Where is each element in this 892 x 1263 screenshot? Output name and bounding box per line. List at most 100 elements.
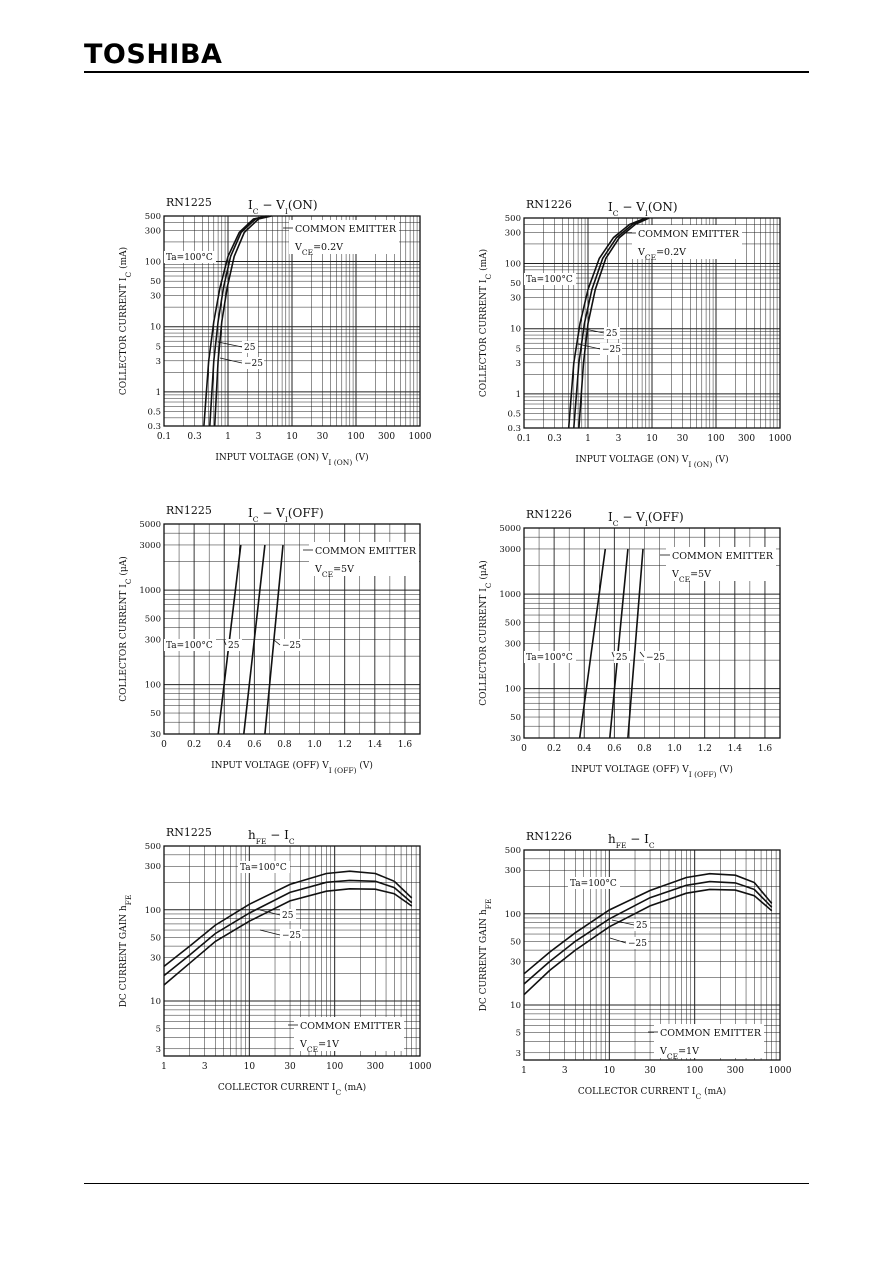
series-leader — [223, 639, 227, 646]
note-box — [289, 220, 399, 254]
y-tick-label: 50 — [150, 277, 161, 287]
series-label-0: Ta=100°C — [166, 641, 213, 651]
y-axis-label: DC CURRENT GAIN hFE — [479, 899, 493, 1012]
y-axis-label: COLLECTOR CURRENT IC (μA) — [118, 556, 133, 702]
plot-frame — [163, 523, 421, 735]
series-label-bg — [568, 877, 620, 889]
series-leader — [639, 651, 645, 658]
x-tick-label: 1000 — [409, 1062, 432, 1072]
series-label-0: Ta=100°C — [240, 863, 287, 873]
x-tick-label: 30 — [644, 1066, 656, 1076]
x-tick-label: 0.1 — [517, 434, 531, 444]
note-line: COMMON EMITTER — [295, 224, 397, 235]
x-tick-label: 1.4 — [368, 740, 383, 750]
series-leader — [611, 919, 635, 926]
x-tick-label: 100 — [686, 1066, 703, 1076]
y-tick-label: 30 — [150, 730, 161, 740]
x-tick-label: 1000 — [409, 432, 432, 442]
note-line: COMMON EMITTER — [660, 1028, 762, 1039]
series-line-2 — [627, 548, 644, 739]
x-tick-label: 10 — [244, 1062, 256, 1072]
y-tick-label: 50 — [150, 709, 161, 719]
x-tick-label: 300 — [738, 434, 755, 444]
x-tick-label: 3 — [616, 434, 622, 444]
note-box — [309, 542, 419, 576]
series-label-bg — [644, 651, 666, 663]
y-tick-label: 3 — [156, 357, 161, 367]
x-tick-label: 1 — [585, 434, 591, 444]
y-axis-label: COLLECTOR CURRENT IC (mA) — [118, 247, 133, 395]
plot-frame — [523, 849, 781, 1061]
chart-title: IC − VI(ON) — [608, 200, 678, 218]
chart-title: IC − VI(OFF) — [248, 506, 324, 524]
series-leader — [259, 909, 281, 916]
y-tick-label: 10 — [510, 325, 521, 335]
y-tick-label: 1000 — [499, 590, 521, 600]
y-tick-label: 5 — [516, 344, 521, 354]
y-tick-label: 0.5 — [507, 410, 521, 420]
series-leader — [579, 327, 605, 334]
series-line-0 — [567, 217, 647, 429]
series-label-bg — [164, 251, 216, 263]
x-tick-label: 1.6 — [758, 744, 773, 754]
device-name: RN1226 — [526, 830, 572, 843]
x-tick-label: 1.0 — [667, 744, 682, 754]
device-name: RN1226 — [526, 508, 572, 521]
y-tick-label: 30 — [510, 958, 521, 968]
note-line: VCE=0.2V — [637, 247, 686, 262]
y-tick-label: 30 — [510, 294, 521, 304]
device-name: RN1225 — [166, 196, 212, 209]
y-tick-label: 5000 — [139, 520, 161, 530]
x-axis-label: COLLECTOR CURRENT IC (mA) — [218, 1082, 366, 1097]
series-label-1: 25 — [244, 343, 256, 353]
series-label-bg — [280, 929, 302, 941]
y-axis-label: DC CURRENT GAIN hFE — [119, 895, 133, 1008]
y-tick-label: 10 — [150, 323, 161, 333]
series-label-2: −25 — [282, 931, 301, 941]
series-leader — [219, 357, 243, 364]
series-label-bg — [226, 639, 242, 651]
chart-title: IC − VI(ON) — [248, 198, 318, 216]
series-line-1 — [163, 879, 413, 977]
series-label-bg — [604, 327, 620, 339]
series-line-2 — [213, 215, 272, 427]
chart-rn1226-ic-vi-off: COMMON EMITTER VCE=5V Ta=100°C 25 −25 0 0.2 0.4… — [478, 508, 781, 779]
note-line: COMMON EMITTER — [300, 1021, 402, 1032]
series-line-1 — [609, 548, 629, 739]
series-label-bg — [280, 639, 302, 651]
x-tick-label: 3 — [256, 432, 262, 442]
y-tick-label: 500 — [505, 619, 521, 629]
series-leader — [609, 937, 627, 944]
series-label-2: −25 — [646, 653, 665, 663]
series-leader — [259, 929, 281, 936]
x-tick-label: 1.2 — [698, 744, 712, 754]
series-line-2 — [523, 888, 773, 996]
y-tick-label: 5000 — [499, 524, 521, 534]
x-tick-label: 100 — [707, 434, 724, 444]
series-label-0: Ta=100°C — [526, 653, 573, 663]
device-name: RN1225 — [166, 826, 212, 839]
series-label-bg — [524, 273, 576, 285]
series-line-1 — [243, 544, 266, 735]
y-tick-label: 300 — [505, 866, 521, 876]
x-tick-label: 0.4 — [217, 740, 232, 750]
note-line: VCE=5V — [314, 564, 354, 579]
series-label-1: 25 — [616, 653, 628, 663]
series-label-2: −25 — [244, 359, 263, 369]
y-tick-label: 100 — [145, 681, 161, 691]
series-label-bg — [524, 651, 576, 663]
y-tick-label: 1000 — [139, 586, 161, 596]
series-leader — [273, 639, 281, 646]
y-tick-label: 30 — [510, 734, 521, 744]
x-tick-label: 0.4 — [577, 744, 592, 754]
x-tick-label: 1 — [225, 432, 231, 442]
y-tick-label: 500 — [145, 615, 161, 625]
series-label-bg — [280, 909, 296, 921]
note-box — [666, 547, 776, 581]
x-tick-label: 1 — [521, 1066, 527, 1076]
y-tick-label: 30 — [150, 954, 161, 964]
y-axis-label: COLLECTOR CURRENT IC (μA) — [478, 560, 493, 706]
y-tick-label: 5 — [516, 1029, 521, 1039]
x-tick-label: 1.6 — [398, 740, 413, 750]
